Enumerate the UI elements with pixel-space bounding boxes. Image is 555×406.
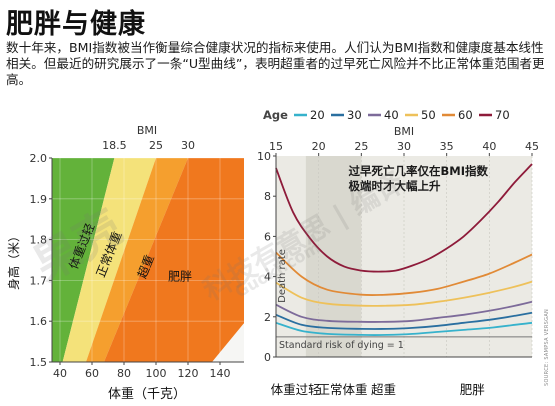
page-title: 肥胖与健康 [6, 9, 146, 40]
source-credit: SOURCE: SAMPSA VERSGAN [544, 308, 550, 386]
category-label-1: 体重过轻 [271, 382, 321, 397]
legend-label-age-60: 60 [458, 108, 473, 122]
region-label-obese: 肥胖 [168, 269, 192, 283]
right-x-tick-label: 15 [269, 140, 283, 153]
left-bmi-tick-label: 18.5 [102, 139, 127, 152]
intro-paragraph: 数十年来，BMI指数被当作衡量综合健康状况的指标来使用。人们认为BMI指数和健康… [6, 40, 545, 87]
left-x-tick-label: 80 [117, 367, 131, 380]
reference-line-label: Standard risk of dying = 1 [279, 340, 404, 351]
chart-annotation-line2: 极端时才大幅上升 [349, 179, 441, 193]
left-x-axis-title: 体重（千克） [108, 386, 186, 402]
left-bmi-tick-label: 25 [149, 139, 163, 152]
series-line-age-30 [275, 311, 533, 330]
category-label-3: 超重 [371, 382, 396, 397]
legend-label-age-50: 50 [421, 108, 436, 122]
left-y-tick-label: 1.5 [30, 356, 48, 369]
left-bmi-axis-label: BMI [137, 124, 157, 137]
right-x-tick-label: 20 [312, 140, 326, 153]
right-y-tick-label: 6 [264, 230, 271, 243]
right-x-tick-label: 25 [354, 140, 368, 153]
band-underweight [52, 158, 115, 362]
left-y-tick-label: 1.9 [30, 193, 48, 206]
right-y-tick-label: 8 [264, 190, 271, 203]
category-label-4: 肥胖 [460, 382, 485, 397]
band-obese [104, 158, 244, 362]
left-y-axis-title: 身高（米） [6, 230, 21, 290]
band-overweight [86, 158, 188, 362]
left-x-tick-label: 60 [85, 367, 99, 380]
series-line-age-60 [275, 251, 533, 297]
series-line-age-20 [275, 321, 533, 336]
series-line-age-70 [275, 163, 533, 273]
left-x-tick-label: 40 [53, 367, 67, 380]
chart-annotation-line1: 过早死亡几率仅在BMI指数 [349, 164, 489, 178]
right-x-tick-label: 30 [397, 140, 411, 153]
right-y-tick-label: 0 [264, 351, 271, 364]
left-y-tick-label: 1.7 [30, 274, 48, 287]
legend-title: Age [263, 108, 288, 122]
right-y-tick-label: 2 [264, 311, 271, 324]
left-x-tick-label: 120 [178, 367, 199, 380]
left-bmi-tick-label: 30 [181, 139, 195, 152]
legend-label-age-70: 70 [495, 108, 510, 122]
bmi-bands-group [52, 158, 244, 362]
left-y-tick-label: 2.0 [30, 152, 48, 165]
series-line-age-50 [275, 280, 533, 307]
right-y-tick-label: 10 [257, 150, 271, 163]
legend-label-age-30: 30 [347, 108, 362, 122]
right-y-axis-title: Death rate [277, 249, 288, 303]
series-line-age-40 [275, 300, 533, 323]
right-x-tick-label: 45 [525, 140, 539, 153]
right-y-tick-label: 4 [264, 271, 271, 284]
right-x-tick-label: 40 [482, 140, 496, 153]
legend-label-age-20: 20 [310, 108, 325, 122]
left-y-tick-label: 1.6 [30, 315, 48, 328]
legend-label-age-40: 40 [384, 108, 399, 122]
right-x-tick-label: 35 [440, 140, 454, 153]
band-normal [62, 158, 156, 362]
left-x-tick-label: 100 [146, 367, 167, 380]
left-y-tick-label: 1.8 [30, 234, 48, 247]
normal-weight-band [305, 156, 362, 357]
right-bmi-axis-label: BMI [394, 125, 414, 138]
left-x-tick-label: 140 [210, 367, 231, 380]
category-label-2: 正常体重 [318, 382, 368, 397]
